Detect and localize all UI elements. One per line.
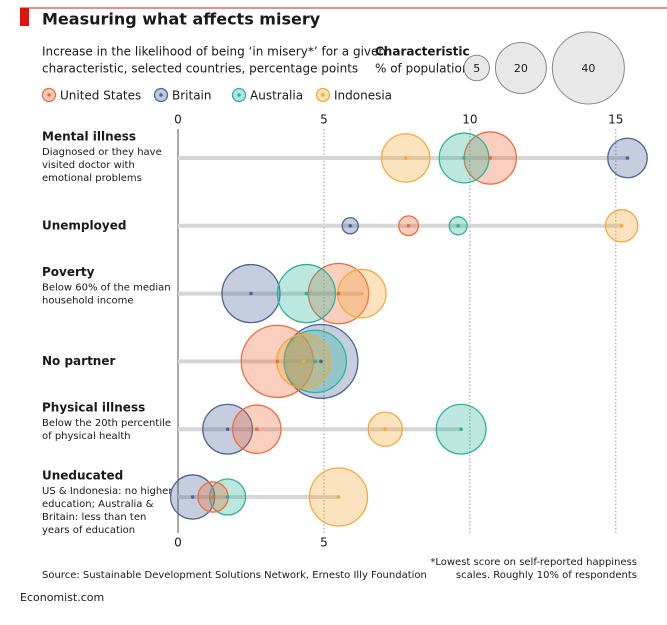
bubble-center	[304, 291, 309, 296]
size-legend-label: 40	[581, 62, 595, 75]
brand: Economist.com	[20, 591, 104, 604]
row-note: emotional problems	[42, 173, 142, 184]
x-tick-label: 15	[608, 113, 623, 127]
size-legend-label: 5	[473, 62, 480, 75]
row-label: Poverty	[42, 265, 95, 279]
row-note: Britain: less than ten	[42, 512, 146, 523]
bubble-center	[456, 224, 461, 228]
bubble-center	[488, 156, 493, 160]
legend-label: United States	[60, 89, 141, 103]
bubble-center	[275, 359, 280, 364]
bubble-center	[348, 224, 353, 228]
row-label: Physical illness	[42, 401, 145, 415]
bubble-center	[462, 156, 466, 160]
bubble-center	[619, 224, 624, 228]
size-legend-label: 20	[514, 62, 528, 75]
row-note: of physical health	[42, 431, 131, 442]
footnote: *Lowest score on self-reported happiness	[430, 557, 637, 568]
bubble-center	[301, 359, 306, 364]
x-tick-label: 0	[174, 113, 182, 127]
size-legend-circle	[551, 31, 625, 105]
row-note: household income	[42, 296, 134, 307]
bubble-center	[336, 291, 341, 296]
footnote: scales. Roughly 10% of respondents	[456, 570, 637, 581]
row-label: Unemployed	[42, 218, 126, 232]
row-note: Below the 20th percentile	[42, 418, 171, 429]
bubble-center	[313, 359, 317, 364]
subtitle: Increase in the likelihood of being ‘in …	[42, 45, 386, 59]
legend-label: Indonesia	[334, 89, 392, 103]
bubble-center	[406, 224, 411, 228]
row-label: No partner	[42, 354, 115, 368]
legend-dot	[159, 93, 163, 97]
size-legend-circle	[494, 42, 547, 94]
bubble-center	[383, 427, 388, 432]
legend-dot	[47, 93, 51, 97]
bubble-center	[403, 156, 408, 160]
legend-label: Australia	[250, 89, 303, 103]
red-tag	[20, 8, 29, 26]
bubble-center	[625, 156, 630, 160]
x-tick-label: 10	[462, 113, 477, 127]
subtitle: characteristic, selected countries, perc…	[42, 62, 358, 76]
row-label: Uneducated	[42, 469, 123, 483]
bubble-center	[360, 291, 364, 296]
chart-title: Measuring what affects misery	[42, 10, 321, 29]
x-tick-label: 5	[320, 113, 328, 127]
legend-dot	[321, 93, 325, 97]
row-note: years of education	[42, 525, 135, 536]
legend-dot	[237, 93, 241, 97]
size-legend-title: Characteristic	[375, 45, 470, 59]
row-note: US & Indonesia: no higher	[42, 486, 173, 497]
bubble-center	[459, 427, 463, 432]
bubble-center	[211, 495, 215, 499]
row-note: visited doctor with	[42, 160, 135, 171]
row-note: Diagnosed or they have	[42, 147, 162, 158]
bubble-center	[319, 359, 323, 364]
legend-label: Britain	[172, 89, 212, 103]
bubble-center	[225, 427, 230, 432]
x-tick-label-bottom: 0	[174, 536, 182, 550]
row-note: education; Australia &	[42, 499, 154, 510]
bubble-center	[225, 495, 230, 499]
bubble-center	[255, 427, 259, 432]
bubble-center	[249, 291, 253, 296]
row-label: Mental illness	[42, 130, 136, 144]
bubble-center	[336, 495, 341, 499]
size-legend-circle	[463, 54, 490, 82]
row-note: Below 60% of the median	[42, 283, 171, 294]
x-tick-label-bottom: 5	[320, 536, 328, 550]
source: Source: Sustainable Development Solution…	[42, 570, 427, 581]
bubble-center	[190, 495, 195, 499]
size-legend-subtitle: % of population	[375, 62, 469, 76]
